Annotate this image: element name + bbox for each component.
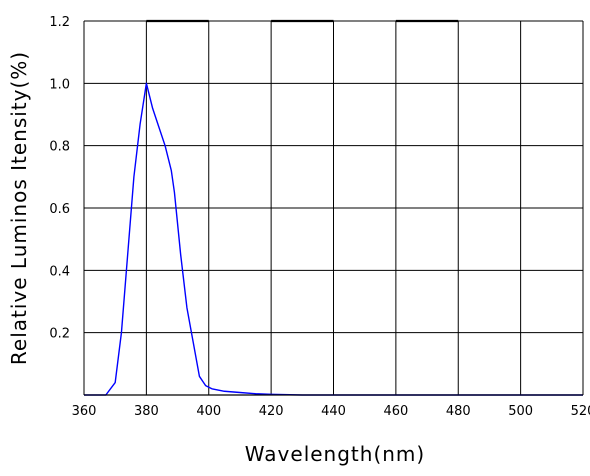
x-tick-label-420: 420 [259,404,284,419]
x-tick-label-400: 400 [196,404,221,419]
x-tick-label-460: 460 [383,404,408,419]
plot-frame [83,19,584,396]
x-tick-labels: 360 380 400 420 440 460 480 500 520 [72,404,590,419]
grid [83,20,584,395]
y-tick-label-0.4: 0.4 [49,264,70,279]
x-tick-label-520: 520 [571,404,590,419]
y-axis-title: Relative Luminos Itensity(%) [7,51,31,365]
x-tick-label-360: 360 [72,404,97,419]
y-tick-label-1.2: 1.2 [49,15,70,30]
y-tick-labels: 0.2 0.4 0.6 0.8 1.0 1.2 [49,15,70,342]
y-tick-label-0.6: 0.6 [49,202,70,217]
x-axis-title: Wavelength(nm) [245,442,425,466]
x-tick-label-440: 440 [321,404,346,419]
x-tick-label-380: 380 [134,404,159,419]
y-tick-label-0.2: 0.2 [49,327,70,342]
y-tick-label-0.8: 0.8 [49,140,70,155]
x-tick-label-480: 480 [446,404,471,419]
x-tick-label-500: 500 [508,404,533,419]
y-tick-label-1.0: 1.0 [49,77,70,92]
